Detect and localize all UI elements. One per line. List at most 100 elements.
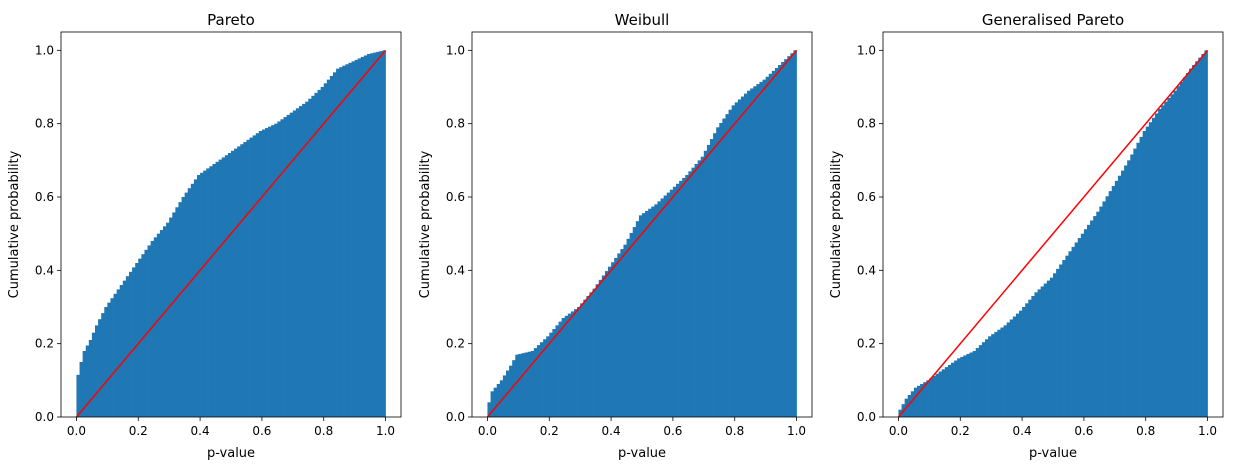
x-tick-label: 0.0: [67, 424, 86, 438]
x-tick-label: 1.0: [787, 424, 806, 438]
histogram-bar: [765, 76, 770, 417]
histogram-bar: [1087, 224, 1091, 417]
histogram-bar: [116, 289, 121, 417]
histogram-bar: [923, 382, 927, 417]
axes-frame: [882, 31, 1224, 418]
histogram-bar: [747, 90, 751, 418]
histogram-bar: [604, 271, 609, 417]
histogram-bar: [129, 271, 133, 417]
histogram-bar: [1189, 68, 1193, 418]
histogram-bar: [592, 288, 596, 417]
histogram-bar: [1117, 175, 1122, 417]
histogram-bar: [110, 298, 114, 417]
y-tick-label: 0.8: [35, 117, 54, 131]
x-tick-label: 1.0: [376, 424, 395, 438]
histogram-bar: [156, 233, 161, 417]
histogram-bar: [1167, 98, 1171, 417]
histogram-bar: [1000, 327, 1004, 417]
y-tick-label: 0.8: [857, 117, 876, 131]
histogram-bar: [546, 336, 550, 417]
histogram-bar: [153, 237, 158, 417]
histogram-bar: [1015, 313, 1020, 417]
histogram-bar: [490, 391, 494, 417]
histogram-bar: [487, 402, 491, 417]
histogram-bar: [342, 65, 346, 417]
histogram-bar: [1019, 310, 1023, 417]
histogram-bar: [1121, 170, 1125, 417]
histogram-bar: [540, 342, 544, 417]
histogram-bar: [567, 313, 572, 417]
histogram-bar: [125, 276, 130, 417]
histogram-bar: [601, 275, 606, 417]
y-tick-label: 0.2: [35, 337, 54, 351]
histogram-bar: [685, 175, 689, 417]
histogram-bar: [703, 150, 708, 418]
histogram-bar: [941, 369, 946, 417]
histogram-bar: [963, 355, 967, 417]
histogram-bar: [496, 384, 501, 417]
histogram-bar: [95, 325, 99, 417]
histogram-bar: [623, 244, 627, 417]
histogram-bar: [91, 332, 96, 417]
histogram-bar: [163, 226, 167, 417]
histogram-bar: [252, 135, 257, 417]
chart-panel-0: 0.0 0.2 0.4 0.6 0.8 1.0 0.0 0.2 0.4 0.6 0.8 1.0 Pare…: [7, 11, 402, 461]
histogram-bar: [787, 56, 791, 417]
x-tick-label: 0.0: [889, 424, 908, 438]
x-axis-label: p-value: [1029, 446, 1077, 461]
histogram-bar: [1185, 73, 1190, 417]
histogram-bar: [1158, 109, 1162, 417]
x-tick-label: 0.2: [129, 424, 148, 438]
y-axis-label: Cumulative probability: [418, 150, 433, 298]
histogram-bar: [972, 351, 977, 417]
histogram-bar: [1059, 264, 1063, 417]
histogram-bar: [988, 336, 992, 417]
histogram-bar: [536, 345, 541, 417]
histogram-bar: [629, 232, 634, 417]
histogram-bar: [181, 197, 185, 417]
histogram-bar: [716, 127, 720, 417]
histogram-bar: [1077, 238, 1082, 417]
histogram-bar: [632, 227, 637, 417]
histogram-bar: [577, 307, 581, 417]
histogram-bar: [1093, 216, 1097, 417]
x-tick-label: 0.2: [540, 424, 559, 438]
y-tick-label: 0.2: [857, 337, 876, 351]
histogram-bar: [1195, 61, 1199, 417]
histogram-bar: [159, 230, 164, 417]
histogram-bar: [731, 105, 736, 417]
histogram-bar: [1148, 122, 1153, 417]
histogram-bar: [169, 217, 173, 417]
histogram-bar: [1133, 148, 1137, 417]
histogram-bar: [101, 313, 105, 417]
histogram-bar: [657, 201, 661, 417]
histogram-bar: [957, 358, 961, 417]
histogram-bar: [740, 96, 745, 417]
histogram-bar: [907, 395, 912, 417]
histogram-bar: [663, 195, 668, 417]
histogram-bar: [997, 329, 1001, 417]
histogram-bar: [373, 52, 377, 417]
histogram-bar: [913, 387, 918, 417]
histogram-bar: [367, 54, 371, 417]
x-axis-label: p-value: [207, 446, 255, 461]
histogram-bar: [283, 117, 287, 417]
histogram-bar: [1031, 296, 1035, 417]
histogram-bar: [574, 309, 578, 417]
histogram-bar: [255, 133, 260, 417]
histogram-bar: [200, 172, 204, 417]
reference-line: [75, 49, 387, 418]
histogram-bar: [323, 83, 328, 417]
histogram-bar: [221, 157, 226, 417]
histogram-bar: [651, 206, 655, 417]
histogram-bar: [193, 179, 198, 417]
histogram-bar: [76, 374, 80, 417]
y-axis-label: Cumulative probability: [7, 150, 22, 298]
histogram-bar: [509, 365, 513, 417]
histogram-bar: [533, 348, 538, 417]
histogram-bar: [1192, 65, 1196, 417]
histogram-bar: [317, 89, 321, 418]
histogram-bar: [1161, 105, 1165, 417]
histogram-bar: [289, 112, 294, 418]
